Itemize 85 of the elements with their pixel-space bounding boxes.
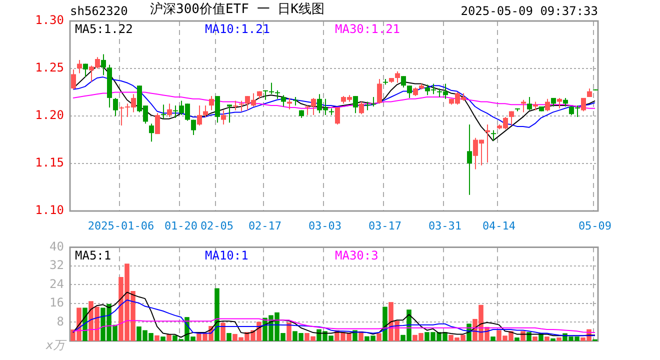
x-tick-label: 03-03 (308, 219, 342, 232)
candlestick (359, 101, 364, 115)
candlestick (335, 106, 340, 126)
bar (358, 331, 364, 341)
candlestick (77, 59, 82, 74)
candlestick (239, 100, 244, 112)
candlestick (221, 110, 226, 126)
x-tick-label: 03-17 (368, 219, 402, 232)
y-tick-label: 16 (50, 296, 64, 310)
bar (154, 335, 160, 341)
candlestick (371, 96, 376, 107)
candlestick (227, 104, 232, 124)
bar (544, 336, 550, 341)
candlestick (305, 105, 310, 116)
candlestick (467, 124, 472, 196)
candlestick (149, 123, 154, 142)
chart-title: 沪深300价值ETF 一 日K线图 (150, 2, 324, 17)
y-tick-label: 32 (50, 258, 64, 272)
y-axis-title: x万 (46, 338, 66, 352)
candlestick (545, 98, 550, 112)
text: MA10:1.21 (205, 22, 270, 36)
y-tick-label: 1.20 (35, 108, 64, 122)
candlestick (491, 130, 496, 142)
bar (226, 333, 232, 341)
candlestick (269, 82, 274, 95)
bar (160, 336, 166, 341)
text: MA30:1.21 (335, 22, 400, 36)
candlestick (101, 54, 106, 76)
candlestick (311, 97, 316, 116)
candlestick (263, 90, 268, 100)
y-tick-label: 1.15 (35, 156, 64, 170)
bar (556, 337, 562, 341)
bar (520, 331, 526, 341)
x-tick-label: 02-05 (200, 219, 234, 232)
candlestick (377, 78, 382, 104)
bar (514, 337, 520, 341)
candlestick (191, 119, 196, 136)
chart-subtitle: sh562320 (70, 4, 128, 18)
candlestick (167, 103, 172, 118)
candlestick (509, 110, 514, 126)
candlestick (161, 104, 166, 120)
y-tick-label: 40 (50, 239, 64, 254)
y-tick-label: 24 (50, 276, 64, 291)
candlestick (83, 63, 88, 78)
x-tick-label: 2025-01-06 (88, 219, 154, 232)
bar (532, 336, 538, 341)
candlestick (209, 96, 214, 111)
bar (220, 322, 226, 341)
candlestick (407, 85, 412, 98)
x-tick-label: 01-20 (164, 219, 198, 232)
y-tick-label: 1.30 (35, 13, 64, 28)
bar (490, 336, 496, 341)
bar (376, 333, 382, 341)
x-tick-label: 03-31 (428, 219, 462, 232)
bar (286, 322, 292, 341)
text: MA5:1 (75, 248, 112, 262)
candlestick (197, 105, 202, 126)
text: MA10:1 (205, 248, 248, 262)
candlestick (113, 97, 118, 116)
candlestick (215, 96, 220, 124)
candlestick (557, 97, 562, 109)
x-tick-label: 04-14 (482, 219, 516, 232)
candlestick (401, 76, 406, 88)
x-tick-label: 05-09 (578, 219, 612, 232)
candlestick (71, 68, 76, 90)
candlestick (233, 100, 238, 111)
candlestick (119, 106, 124, 126)
text: MA5:1.22 (75, 22, 133, 36)
bar (382, 306, 388, 341)
candlestick (581, 97, 586, 112)
candlestick (353, 96, 358, 114)
bar (214, 288, 220, 341)
y-tick-label: 1.10 (35, 203, 64, 218)
candlestick (203, 105, 208, 118)
bar (550, 338, 556, 341)
candlestick (527, 96, 532, 111)
candlestick (395, 70, 400, 84)
candlestick (155, 112, 160, 135)
y-tick-label: 8 (56, 314, 64, 328)
y-tick-label: 1.25 (35, 60, 64, 75)
text: 2025-05-09 09:37:33 (460, 4, 598, 18)
candlestick (281, 94, 286, 107)
bar (166, 334, 172, 341)
text: MA30:3 (335, 248, 378, 262)
x-tick-label: 02-17 (248, 219, 282, 232)
